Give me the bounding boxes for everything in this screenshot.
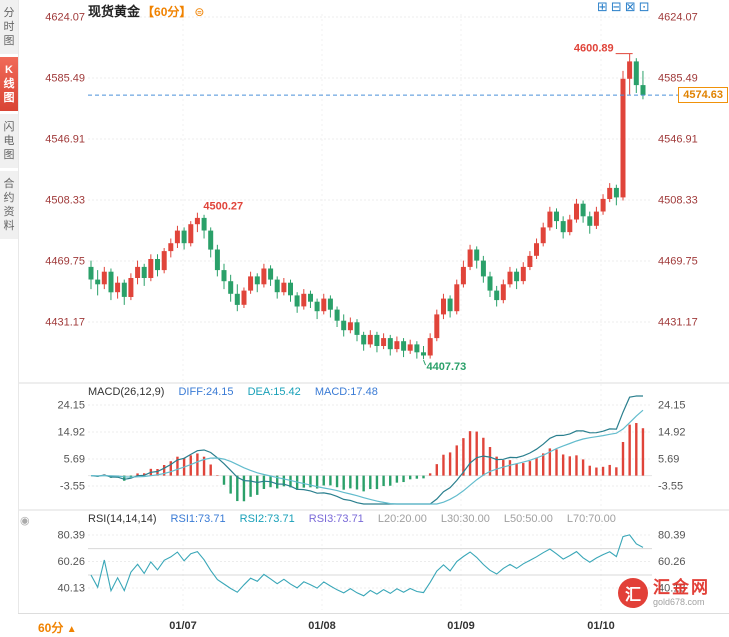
svg-text:4546.91: 4546.91 [658, 134, 698, 146]
svg-text:4585.49: 4585.49 [658, 73, 698, 85]
svg-text:14.92: 14.92 [57, 427, 85, 439]
layout-split-icon[interactable]: ⊟ [610, 0, 622, 14]
svg-text:-3.55: -3.55 [658, 481, 683, 493]
svg-text:5.69: 5.69 [64, 454, 85, 466]
svg-text:4508.33: 4508.33 [45, 195, 85, 207]
macd-name: MACD(26,12,9) [88, 386, 165, 398]
interval-label: 60分 [38, 621, 64, 635]
macd-lines [90, 395, 644, 505]
svg-text:4431.17: 4431.17 [45, 317, 85, 329]
macd-header: MACD(26,12,9) DIFF:24.15 DEA:15.42 MACD:… [88, 386, 705, 398]
site-watermark: 汇 汇金网 gold678.com [618, 578, 710, 608]
y-axis-macd: 24.15 24.15 14.92 14.92 5.69 5.69 -3.55 -3.55 [57, 400, 685, 493]
svg-text:80.39: 80.39 [57, 530, 85, 542]
svg-text:60.26: 60.26 [57, 556, 85, 568]
site-name: 汇金网 [653, 578, 710, 597]
svg-text:24.15: 24.15 [57, 400, 85, 412]
macd-macd: MACD:17.48 [314, 386, 378, 398]
svg-text:40.13: 40.13 [57, 583, 85, 595]
symbol-title: 现货黄金 [88, 4, 141, 19]
svg-text:14.92: 14.92 [658, 427, 686, 439]
svg-text:4469.75: 4469.75 [658, 256, 698, 268]
svg-text:40.13: 40.13 [658, 583, 686, 595]
macd-diff: DIFF:24.15 [178, 386, 234, 398]
rsi-name: RSI(14,14,14) [88, 513, 157, 525]
rsi-l30: L30:30.00 [440, 513, 490, 525]
layout-full-icon[interactable]: ⊠ [624, 0, 636, 14]
candles [88, 53, 646, 360]
layout-single-icon[interactable]: ⊡ [638, 0, 650, 14]
sidebar: 分时图 K线图 闪电图 合约资料 [0, 0, 19, 637]
current-price-tag: 4574.63 [678, 87, 728, 104]
svg-text:4624.07: 4624.07 [658, 12, 698, 24]
svg-text:80.39: 80.39 [658, 530, 686, 542]
site-domain: gold678.com [653, 597, 705, 607]
x-axis-label: 01/07 [169, 620, 197, 632]
up-arrow-icon: ▲ [66, 624, 77, 635]
x-axis-label: 01/08 [308, 620, 336, 632]
svg-text:4546.91: 4546.91 [45, 134, 85, 146]
svg-text:60.26: 60.26 [658, 556, 686, 568]
price-annotations: 4600.89 4500.27 4407.73 [203, 43, 633, 373]
sidebar-tab-contract-info[interactable]: 合约资料 [0, 171, 18, 239]
macd-dea: DEA:15.42 [247, 386, 301, 398]
x-axis-label: 01/09 [447, 620, 475, 632]
chart-header: 现货黄金 【60分】 ⊜ [88, 1, 204, 20]
sidebar-tab-kline-chart[interactable]: K线图 [0, 57, 18, 111]
settings-icon[interactable]: ⊜ [194, 5, 205, 19]
svg-text:4407.73: 4407.73 [427, 361, 467, 373]
rsi-2: RSI2:73.71 [239, 513, 295, 525]
rsi-1: RSI1:73.71 [170, 513, 226, 525]
y-axis-main: 4624.07 4624.07 4585.49 4585.49 4546.91 4546.… [45, 12, 698, 329]
x-axis-bar: 60分 ▲ 01/07 01/08 01/09 01/10 [18, 613, 729, 637]
site-logo-icon: 汇 [618, 578, 648, 608]
rsi-l20: L20:20.00 [377, 513, 427, 525]
sidebar-tab-time-chart[interactable]: 分时图 [0, 0, 18, 54]
svg-text:4508.33: 4508.33 [658, 195, 698, 207]
svg-text:4600.89: 4600.89 [574, 43, 614, 55]
rsi-header: RSI(14,14,14) RSI1:73.71 RSI2:73.71 RSI3… [88, 513, 705, 525]
rsi-l70: L70:70.00 [566, 513, 616, 525]
sidebar-tab-flash-chart[interactable]: 闪电图 [0, 114, 18, 168]
rsi-panel-icon[interactable]: ◉ [20, 515, 30, 527]
x-axis-label: 01/10 [587, 620, 615, 632]
layout-grid-icon[interactable]: ⊞ [597, 0, 608, 14]
rsi-line [90, 534, 644, 597]
svg-text:4624.07: 4624.07 [45, 12, 85, 24]
y-axis-rsi: 80.39 80.39 60.26 60.26 40.13 40.13 [57, 530, 685, 595]
svg-text:4500.27: 4500.27 [203, 201, 243, 213]
svg-text:5.69: 5.69 [658, 454, 679, 466]
svg-text:4585.49: 4585.49 [45, 73, 85, 85]
layout-toolbar: ⊞ ⊟ ⊠ ⊡ [597, 0, 650, 14]
rsi-3: RSI3:73.71 [308, 513, 364, 525]
period-label: 【60分】 [142, 5, 192, 19]
svg-text:24.15: 24.15 [658, 400, 686, 412]
svg-text:-3.55: -3.55 [60, 481, 85, 493]
svg-text:4431.17: 4431.17 [658, 317, 698, 329]
interval-selector[interactable]: 60分 ▲ [38, 619, 77, 636]
rsi-l50: L50:50.00 [503, 513, 553, 525]
svg-text:4469.75: 4469.75 [45, 256, 85, 268]
